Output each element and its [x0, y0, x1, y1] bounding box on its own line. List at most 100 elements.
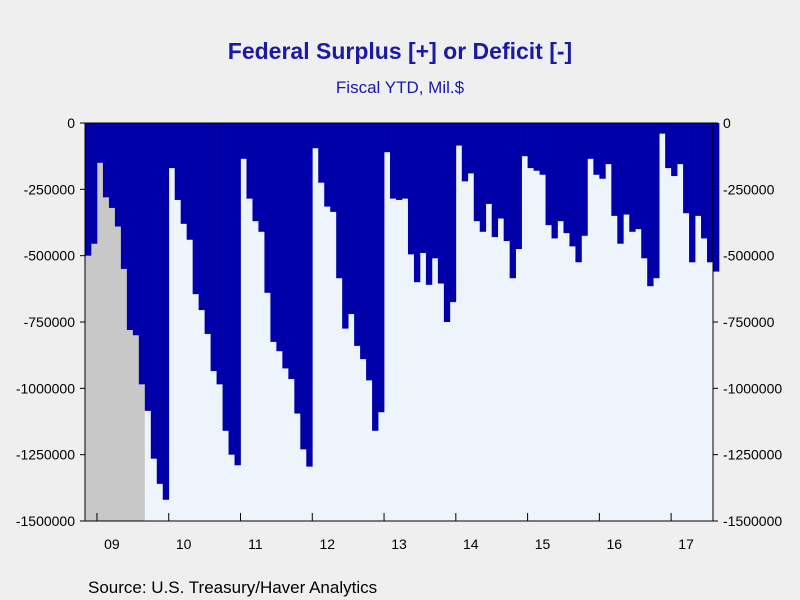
- chart-title: Federal Surplus [+] or Deficit [-]: [227, 38, 573, 64]
- y-tick-label-right: 0: [723, 115, 731, 131]
- deficit-bar: [192, 123, 199, 295]
- deficit-bar: [90, 123, 98, 244]
- x-tick-label: 15: [535, 536, 551, 552]
- deficit-bar: [641, 123, 648, 259]
- deficit-bar: [587, 123, 594, 159]
- deficit-bar: [425, 123, 433, 285]
- deficit-bar: [635, 123, 642, 230]
- deficit-bar: [204, 123, 211, 334]
- deficit-bar: [557, 123, 564, 222]
- deficit-bar: [324, 123, 331, 207]
- y-tick-label-left: 0: [67, 115, 75, 131]
- deficit-bar: [198, 123, 205, 311]
- deficit-bar: [437, 123, 445, 284]
- y-tick-label-right: -1250000: [723, 447, 782, 463]
- deficit-bar: [593, 123, 600, 175]
- deficit-bar: [449, 123, 457, 303]
- deficit-bar: [186, 123, 194, 240]
- deficit-bar: [677, 123, 684, 165]
- chart-subtitle: Fiscal YTD, Mil.$: [335, 78, 465, 97]
- deficit-bar: [312, 123, 319, 149]
- deficit-bar: [707, 123, 714, 263]
- deficit-bar: [282, 123, 289, 369]
- deficit-bar: [330, 123, 337, 212]
- deficit-bar: [120, 123, 128, 269]
- deficit-bar: [455, 123, 463, 146]
- deficit-bar: [485, 123, 493, 204]
- deficit-bar: [300, 123, 307, 450]
- deficit-bar: [390, 123, 397, 199]
- deficit-bar: [689, 123, 696, 263]
- deficit-bar: [318, 123, 325, 183]
- deficit-bar: [240, 123, 247, 159]
- deficit-bar: [653, 123, 660, 279]
- y-tick-label-left: -250000: [24, 181, 76, 197]
- deficit-bar: [306, 123, 313, 467]
- deficit-bar: [270, 123, 277, 342]
- deficit-bar: [102, 123, 110, 198]
- deficit-bar: [581, 123, 588, 236]
- deficit-bar: [569, 123, 576, 247]
- deficit-bar: [222, 123, 229, 431]
- deficit-bar: [276, 123, 283, 352]
- deficit-bar: [156, 123, 164, 484]
- deficit-bar: [515, 123, 522, 250]
- deficit-bar: [623, 123, 630, 215]
- deficit-bar: [407, 123, 415, 255]
- deficit-bar: [695, 123, 702, 216]
- deficit-bar: [563, 123, 570, 234]
- deficit-bar: [479, 123, 487, 232]
- deficit-bar: [366, 123, 373, 381]
- deficit-bar: [258, 123, 265, 232]
- tick-labels: 0 0 -250000 -250000 -500000 -500000 -750000 -75…: [16, 115, 783, 552]
- deficit-bar: [509, 123, 516, 279]
- deficit-bar: [599, 123, 606, 179]
- deficit-bar: [473, 123, 481, 222]
- deficit-bar: [138, 123, 146, 385]
- deficit-bar: [497, 123, 505, 219]
- deficit-bar: [372, 123, 379, 431]
- deficit-bar: [533, 123, 540, 171]
- x-tick-label: 12: [319, 536, 335, 552]
- deficit-bar: [683, 123, 690, 214]
- deficit-bar: [246, 123, 253, 199]
- deficit-bar: [419, 123, 427, 254]
- deficit-bar: [216, 123, 223, 385]
- x-tick-label: 09: [104, 536, 120, 552]
- deficit-bar: [713, 123, 720, 272]
- deficit-bar: [354, 123, 361, 346]
- y-tick-label-right: -250000: [723, 181, 775, 197]
- deficit-bar: [539, 123, 546, 175]
- deficit-bar: [96, 123, 104, 163]
- deficit-bar: [611, 123, 618, 216]
- deficit-bar: [144, 123, 152, 411]
- deficit-bar: [575, 123, 582, 263]
- y-tick-label-right: -500000: [723, 248, 775, 264]
- deficit-bar: [647, 123, 654, 287]
- deficit-bar: [348, 123, 355, 315]
- x-tick-label: 11: [248, 536, 263, 552]
- deficit-bar: [252, 123, 259, 222]
- y-tick-label-right: -1500000: [723, 513, 782, 529]
- deficit-bar: [503, 123, 510, 242]
- deficit-bar: [551, 123, 558, 239]
- deficit-bar: [85, 123, 92, 256]
- deficit-bar: [396, 123, 403, 200]
- x-tick-label: 13: [391, 536, 407, 552]
- deficit-bar: [378, 123, 385, 413]
- deficit-bar: [336, 123, 343, 279]
- x-tick-label: 16: [607, 536, 623, 552]
- deficit-bar: [210, 123, 217, 372]
- y-tick-label-left: -1000000: [16, 380, 75, 396]
- deficit-bar: [617, 123, 624, 244]
- deficit-bar: [413, 123, 421, 283]
- deficit-bar: [461, 123, 469, 182]
- deficit-bar: [491, 123, 499, 238]
- deficit-bar: [545, 123, 552, 226]
- deficit-bar: [132, 123, 140, 336]
- y-tick-label-left: -1250000: [16, 447, 75, 463]
- y-tick-label-right: -1000000: [723, 380, 782, 396]
- deficit-bar: [671, 123, 678, 177]
- deficit-bar: [659, 123, 666, 134]
